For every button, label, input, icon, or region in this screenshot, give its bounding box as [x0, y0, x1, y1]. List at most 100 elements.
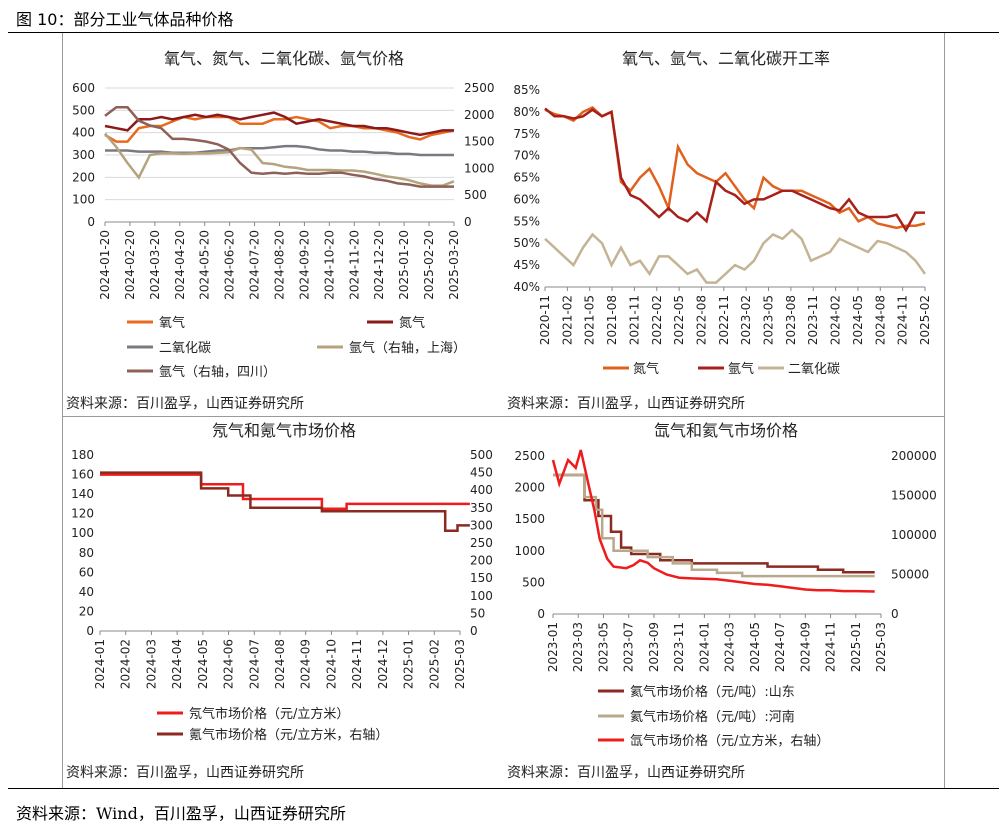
y2-tick-label: 200000 [891, 449, 937, 463]
y2-tick-label: 0 [891, 607, 899, 621]
series-line [553, 473, 875, 574]
x-tick-label: 2024-06 [222, 639, 236, 689]
y-tick-label: 75% [513, 127, 540, 141]
legend-label: 二氧化碳 [788, 362, 840, 377]
y-tick-label: 500 [72, 103, 95, 117]
y-tick-label: 400 [72, 126, 95, 140]
x-tick-label: 2024-04-20 [173, 230, 187, 300]
y2-tick-label: 2000 [464, 108, 495, 122]
y-tick-label: 2500 [514, 449, 545, 463]
x-tick-label: 2024-06-20 [223, 230, 237, 300]
series-line [104, 106, 454, 188]
source-note: 资料来源：Wind，百川盈孚，山西证券研究所 [16, 804, 346, 823]
chart-title: 氧气、氮气、二氧化碳、氩气价格 [164, 49, 404, 68]
y-tick-label: 200 [72, 170, 95, 184]
x-tick-label: 2024-11 [896, 295, 910, 345]
y-tick-label: 0 [537, 607, 545, 621]
top-rule [8, 32, 999, 33]
panel-frame [62, 33, 945, 788]
x-tick-label: 2025-03 [453, 639, 467, 689]
y-tick-label: 60% [513, 192, 540, 206]
y2-tick-label: 1500 [464, 135, 495, 149]
y-tick-label: 1500 [514, 512, 545, 526]
y2-tick-label: 100 [470, 589, 493, 603]
x-tick-label: 2023-11 [806, 295, 820, 345]
x-tick-label: 2022-02 [650, 295, 664, 345]
series-line [544, 106, 926, 230]
series-line [100, 473, 470, 511]
x-tick-label: 2025-02 [427, 639, 441, 689]
series-line [551, 449, 875, 593]
y2-tick-label: 0 [464, 215, 472, 229]
y2-tick-label: 0 [470, 624, 478, 638]
x-tick-label: 2024-04 [170, 639, 184, 689]
x-tick-label: 2025-01 [402, 639, 416, 689]
chart-xenon-helium: 氙气和氦气市场价格 0 500 1000 1500 2000 2500 0 50000 10000… [507, 421, 937, 781]
y2-tick-label: 50 [470, 606, 485, 620]
legend-label: 氩气（右轴，四川） [159, 364, 276, 380]
chart-source: 资料来源：百川盈孚，山西证券研究所 [66, 765, 304, 781]
chart-title: 氖气和氪气市场价格 [212, 421, 356, 440]
chart-source: 资料来源：百川盈孚，山西证券研究所 [507, 765, 745, 781]
y-tick-label: 500 [522, 575, 545, 589]
series-line [105, 144, 454, 157]
x-tick-label: 2023-01 [546, 622, 560, 672]
y-tick-label: 70% [513, 149, 540, 163]
series-line [544, 107, 925, 233]
y-tick-label: 1000 [514, 544, 545, 558]
x-tick-label: 2021-08 [605, 295, 619, 345]
figure-title: 图 10：部分工业气体品种价格 [16, 10, 234, 29]
y2-tick-label: 100000 [891, 528, 937, 542]
x-tick-label: 2024-09 [299, 639, 313, 689]
x-tick-label: 2024-05 [196, 639, 210, 689]
x-tick-label: 2024-08 [873, 295, 887, 345]
x-tick-label: 2024-11-20 [347, 230, 361, 300]
series-line [104, 132, 455, 187]
x-tick-label: 2025-03-20 [447, 230, 461, 300]
x-tick-label: 2024-07 [773, 622, 787, 672]
x-tick-label: 2022-05 [672, 295, 686, 345]
x-tick-label: 2023-11 [672, 622, 686, 672]
legend-label: 氖气市场价格（元/立方米） [189, 706, 349, 722]
x-tick-label: 2024-12-20 [372, 230, 386, 300]
y-tick-label: 100 [71, 526, 94, 540]
y-tick-label: 0 [86, 624, 94, 638]
y-tick-label: 55% [513, 214, 540, 228]
y2-tick-label: 200 [470, 554, 493, 568]
y-tick-label: 20 [79, 604, 94, 618]
x-tick-label: 2024-10-20 [322, 230, 336, 300]
x-tick-label: 2023-05 [762, 295, 776, 345]
series-line [100, 471, 470, 532]
x-tick-label: 2025-01 [849, 622, 863, 672]
y-tick-label: 45% [513, 258, 540, 272]
x-tick-label: 2025-01-20 [397, 230, 411, 300]
middle-divider [62, 416, 945, 417]
chart-neon-krypton: 氖气和氪气市场价格 0 20 40 60 80 100 120 140 160 180 0 50 100 1… [66, 421, 493, 781]
series-line [553, 473, 875, 578]
y-tick-label: 40% [513, 280, 540, 294]
x-tick-label: 2024-07-20 [248, 230, 262, 300]
y-tick-label: 140 [71, 487, 94, 501]
legend-label: 氙气市场价格（元/立方米，右轴） [630, 733, 829, 749]
x-tick-label: 2023-09 [647, 622, 661, 672]
legend-label: 二氧化碳 [159, 341, 211, 356]
x-tick-label: 2024-01 [697, 622, 711, 672]
x-tick-label: 2024-02-20 [123, 230, 137, 300]
chart-operating-rate: 氧气、氩气、二氧化碳开工率 40% 45% 50% 55% 60% 65% 70% 75% 80%… [507, 49, 932, 412]
chart-gas-prices: 氧气、氮气、二氧化碳、氩气价格 0 100 200 300 400 500 600 0 500 10… [66, 49, 495, 412]
x-tick-label: 2025-02 [918, 295, 932, 345]
x-tick-label: 2020-11 [538, 295, 552, 345]
x-tick-label: 2024-05-20 [198, 230, 212, 300]
y2-tick-label: 400 [470, 483, 493, 497]
y2-tick-label: 150 [470, 571, 493, 585]
y-tick-label: 300 [72, 148, 95, 162]
y2-tick-label: 450 [470, 466, 493, 480]
chart-source: 资料来源：百川盈孚，山西证券研究所 [507, 396, 745, 412]
x-tick-label: 2024-09 [798, 622, 812, 672]
legend-label: 氩气 [728, 361, 754, 377]
legend-label: 氦气市场价格（元/吨）:河南 [630, 709, 795, 725]
y2-tick-label: 2500 [464, 81, 495, 95]
x-tick-label: 2024-08-20 [273, 230, 287, 300]
bottom-rule [8, 788, 999, 789]
y2-tick-label: 300 [470, 518, 493, 532]
